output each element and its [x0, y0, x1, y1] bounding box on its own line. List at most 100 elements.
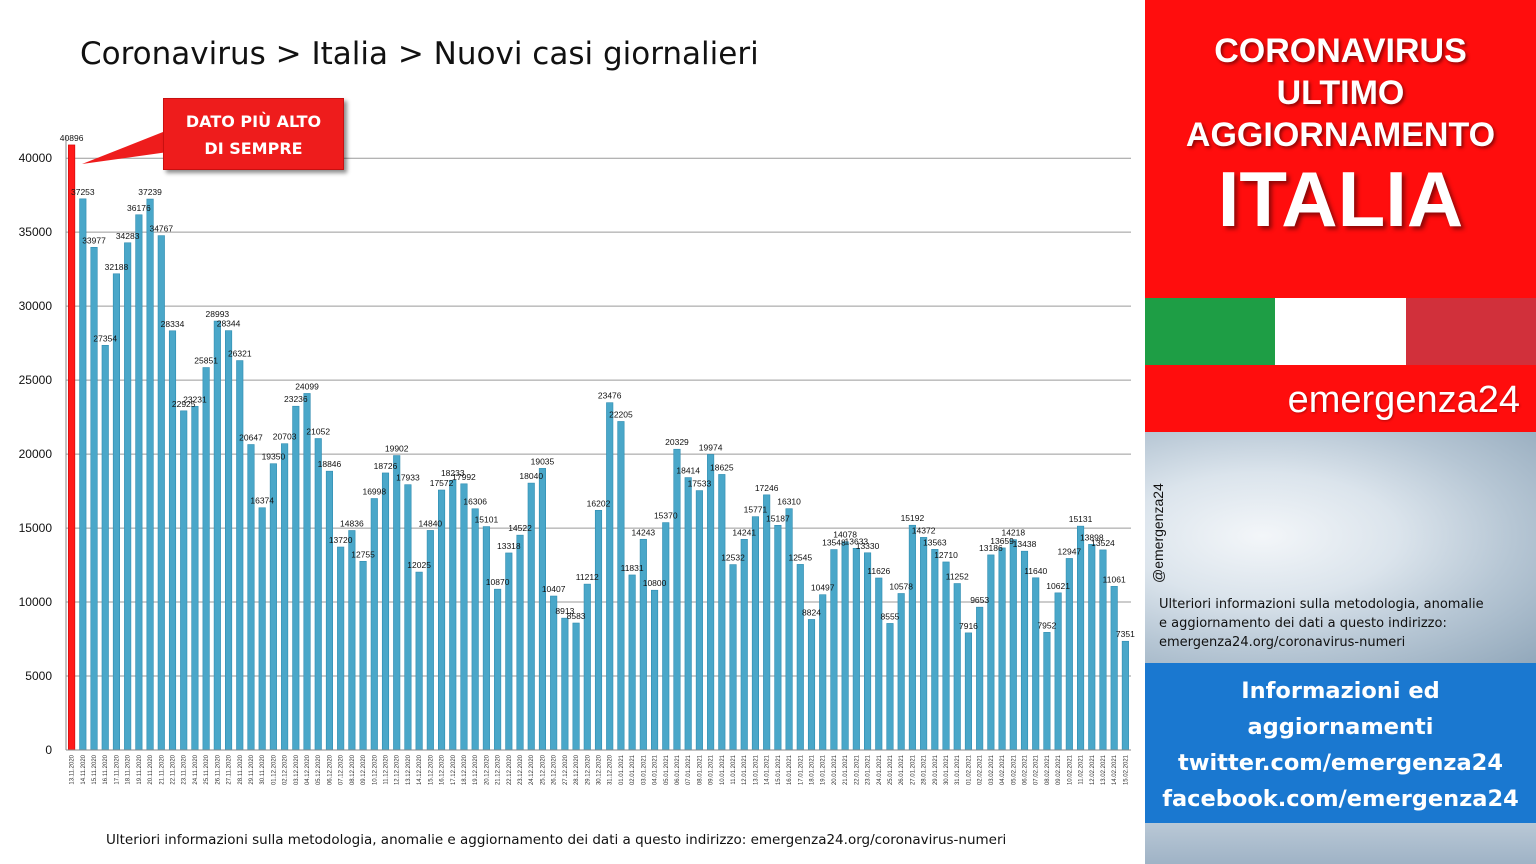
bar-value-label: 11212: [576, 572, 599, 582]
x-tick-label: 29.12.2020: [585, 754, 591, 785]
bar-value-label: 13438: [1013, 539, 1037, 549]
bar-value-label: 17246: [755, 483, 779, 493]
x-tick-label: 13.12.2020: [406, 754, 412, 785]
bar: [101, 344, 109, 751]
bar-value-label: 13548: [822, 538, 846, 548]
x-tick-label: 05.12.2020: [316, 754, 322, 785]
facebook-link[interactable]: facebook.com/emergenza24: [1162, 786, 1519, 812]
x-tick-label: 23.12.2020: [518, 754, 524, 785]
x-tick-label: 06.01.2021: [675, 754, 681, 785]
bar: [292, 405, 300, 751]
bar: [337, 546, 345, 751]
bar-value-label: 8824: [802, 607, 821, 617]
x-tick-label: 29.11.2020: [249, 754, 255, 784]
x-tick-label: 21.11.2020: [159, 754, 165, 784]
twitter-link[interactable]: twitter.com/emergenza24: [1178, 750, 1503, 776]
bar: [572, 622, 580, 751]
x-tick-label: 08.12.2020: [350, 754, 356, 785]
highest-value-callout: DATO PIÙ ALTO DI SEMPRE: [163, 98, 344, 170]
side-methodology-note: Ulteriori informazioni sulla metodologia…: [1159, 595, 1529, 652]
bar: [1121, 640, 1129, 751]
x-tick-label: 21.12.2020: [496, 754, 502, 785]
x-tick-label: 10.01.2021: [720, 754, 726, 785]
bar-value-label: 14372: [912, 525, 936, 535]
bar-value-label: 23231: [183, 394, 207, 404]
update-banner: CORONAVIRUS ULTIMO AGGIORNAMENTO ITALIA: [1145, 0, 1536, 298]
bar-value-label: 28993: [206, 309, 230, 319]
bar: [225, 330, 233, 751]
bar-value-label: 22925: [172, 399, 196, 409]
bar: [617, 421, 625, 751]
x-tick-label: 14.02.2021: [1112, 754, 1118, 785]
x-tick-label: 03.02.2021: [989, 754, 995, 785]
bar-value-label: 36176: [127, 203, 151, 213]
bar-value-label: 17533: [688, 479, 712, 489]
bar-value-label: 13318: [497, 541, 521, 551]
bar: [908, 524, 916, 751]
bar-value-label: 33977: [82, 235, 106, 245]
bar-value-label: 16306: [463, 497, 487, 507]
x-tick-label: 28.12.2020: [574, 754, 580, 785]
bar-value-label: 13633: [845, 536, 869, 546]
x-tick-label: 30.12.2020: [597, 754, 603, 785]
bar: [673, 448, 681, 751]
bar: [807, 619, 816, 751]
bar: [1088, 544, 1096, 751]
x-tick-label: 09.12.2020: [361, 754, 367, 785]
x-tick-label: 01.12.2020: [271, 754, 277, 785]
bar-value-label: 15131: [1069, 514, 1093, 524]
bar-value-label: 28334: [161, 319, 185, 329]
bar: [875, 577, 883, 751]
bar-value-label: 19902: [385, 444, 409, 454]
x-tick-label: 12.02.2021: [1090, 754, 1096, 785]
x-tick-label: 02.01.2021: [630, 754, 636, 785]
x-tick-label: 04.01.2021: [653, 754, 659, 785]
bar: [202, 367, 210, 751]
methodology-link[interactable]: emergenza24.org/coronavirus-numeri: [1159, 635, 1406, 650]
callout-line-2: DI SEMPRE: [204, 139, 303, 158]
bar: [1020, 550, 1029, 751]
y-tick-label: 25000: [19, 373, 53, 387]
x-tick-label: 14.01.2021: [765, 754, 771, 785]
x-tick-label: 25.11.2020: [204, 754, 210, 784]
x-tick-label: 19.11.2020: [137, 754, 143, 784]
social-links-box: Informazioni ed aggiornamenti twitter.co…: [1145, 663, 1536, 823]
bar-value-label: 25851: [194, 356, 218, 366]
x-tick-label: 10.02.2021: [1067, 754, 1073, 785]
bar-value-label: 17992: [452, 472, 476, 482]
bar: [68, 144, 76, 751]
y-tick-label: 30000: [19, 299, 53, 313]
bar-value-label: 18233: [441, 468, 465, 478]
x-tick-label: 13.02.2021: [1101, 754, 1107, 785]
bar: [157, 235, 165, 751]
bar: [247, 444, 255, 751]
bar-value-label: 28344: [217, 319, 241, 329]
bar: [1032, 577, 1040, 751]
social-line-1: Informazioni ed: [1241, 678, 1440, 704]
bar-value-label: 27354: [93, 333, 117, 343]
italian-flag: [1145, 298, 1536, 365]
y-axis-ticks: 0 5000 10000 15000 20000 25000 30000 35000 40000: [19, 151, 53, 757]
x-tick-label: 31.01.2021: [955, 754, 961, 785]
bar: [841, 541, 849, 751]
x-tick-label: 24.12.2020: [529, 754, 535, 785]
x-tick-label: 09.02.2021: [1056, 754, 1062, 785]
x-tick-label: 07.12.2020: [339, 754, 345, 785]
bar: [1110, 586, 1118, 751]
bar: [404, 484, 412, 751]
bar-value-label: 13898: [1080, 532, 1104, 542]
x-tick-label: 07.02.2021: [1034, 754, 1040, 785]
flag-stripe-red: [1405, 298, 1536, 365]
bar: [964, 632, 972, 751]
bar-value-label: 14836: [340, 518, 364, 528]
bar-value-label: 13720: [329, 535, 353, 545]
x-tick-label: 27.01.2021: [910, 754, 916, 785]
bar-value-label: 16202: [587, 498, 611, 508]
bar-value-label: 20647: [239, 433, 263, 443]
bar: [830, 549, 838, 751]
bar: [258, 507, 266, 751]
x-tick-label: 11.02.2021: [1079, 754, 1085, 784]
banner-country: ITALIA: [1217, 155, 1464, 243]
bar-value-label: 14241: [732, 527, 756, 537]
bar: [931, 549, 939, 751]
